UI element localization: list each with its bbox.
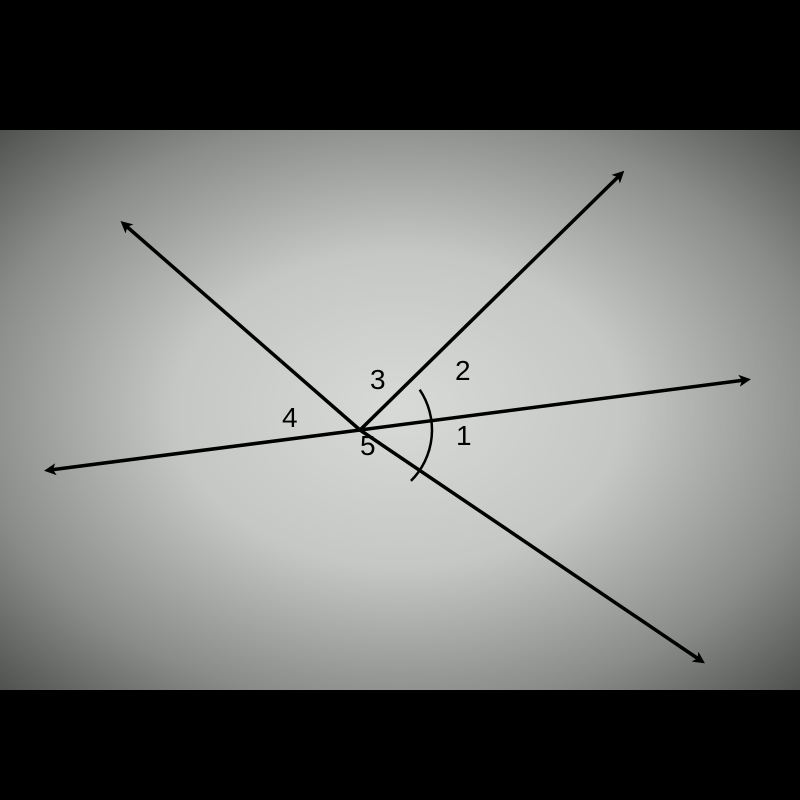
label-2: 2 [455,355,471,387]
angle-diagram: 1 2 3 4 5 [0,130,800,690]
ray-right [360,380,745,430]
label-5: 5 [360,430,376,462]
rays [50,175,745,660]
ray-upper-left [125,225,360,430]
diagram-svg [0,130,800,690]
label-1: 1 [456,420,472,452]
label-3: 3 [370,364,386,396]
ray-left [50,430,360,470]
ray-upper-right [360,175,620,430]
label-4: 4 [282,402,298,434]
ray-lower-right [360,430,700,660]
